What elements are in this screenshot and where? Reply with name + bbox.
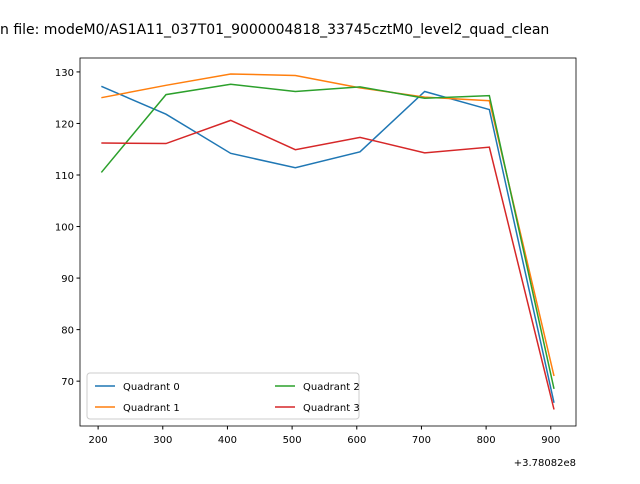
x-tick-label: 600 xyxy=(347,435,366,446)
x-tick-label: 300 xyxy=(153,435,172,446)
x-tick-label: 400 xyxy=(218,435,237,446)
y-tick-label: 90 xyxy=(61,274,74,285)
series-line xyxy=(101,73,555,377)
legend-label: Quadrant 1 xyxy=(123,403,180,414)
x-tick-label: 500 xyxy=(283,435,302,446)
y-tick-label: 100 xyxy=(55,223,74,234)
series-line xyxy=(101,119,555,410)
x-tick-label: 200 xyxy=(89,435,108,446)
x-tick-label: 900 xyxy=(541,435,560,446)
y-tick-label: 110 xyxy=(55,171,74,182)
series-line xyxy=(100,83,555,390)
y-tick-label: 120 xyxy=(55,119,74,130)
legend-label: Quadrant 3 xyxy=(303,403,360,414)
plot-frame xyxy=(79,57,577,427)
y-tick-label: 80 xyxy=(61,326,74,337)
x-tick-label: 700 xyxy=(412,435,431,446)
legend-label: Quadrant 2 xyxy=(303,382,360,393)
series-line xyxy=(101,85,555,403)
legend-label: Quadrant 0 xyxy=(123,382,180,393)
y-tick-label: 70 xyxy=(61,377,74,388)
y-tick-label: 130 xyxy=(55,68,74,79)
chart-title: n file: modeM0/AS1A11_037T01_9000004818_… xyxy=(0,22,549,38)
x-tick-label: 800 xyxy=(477,435,496,446)
x-offset-label: +3.78082e8 xyxy=(514,458,576,469)
